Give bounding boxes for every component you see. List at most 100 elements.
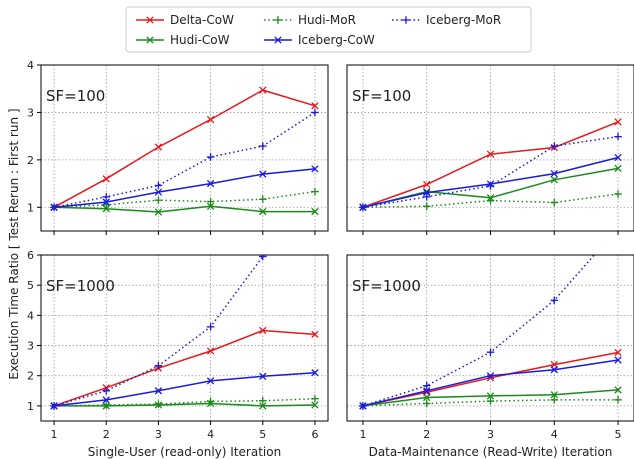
- data-point-hudi-mor: [422, 202, 431, 211]
- panel-label: SF=1000: [46, 277, 115, 295]
- legend-label: Iceberg-MoR: [426, 13, 501, 27]
- data-point-hudi-cow: [311, 401, 319, 409]
- data-point-iceberg-cow: [206, 179, 215, 188]
- panel-frame: [40, 254, 329, 422]
- series-line-iceberg-mor: [53, 255, 266, 407]
- series-line-hudi-cow: [53, 205, 315, 213]
- data-point-delta-cow: [259, 86, 267, 94]
- panel-label: SF=100: [352, 87, 411, 105]
- legend-marker: [402, 16, 410, 24]
- legend-marker: [146, 16, 154, 24]
- legend-marker: [274, 16, 282, 24]
- series-line-iceberg-mor: [53, 111, 316, 209]
- panel-4: 1 2 3 4 5 SF=1000 Data-Maintenance (Read-Write…: [346, 254, 634, 459]
- data-point-iceberg-cow: [550, 169, 558, 178]
- data-point-hudi-mor: [486, 397, 495, 405]
- data-point-iceberg-mor: [50, 203, 58, 212]
- panel-3: 1 2 3 4 5 6 1 2 3 4 5 6 SF=1000 Single-User (read-onl…: [27, 249, 329, 459]
- data-point-hudi-mor: [258, 396, 267, 405]
- legend-label: Hudi-CoW: [170, 33, 230, 47]
- x-tick-label: 1: [359, 428, 366, 441]
- data-point-iceberg-cow: [206, 377, 215, 385]
- panel-2: SF=100: [346, 64, 634, 235]
- data-point-iceberg-mor: [311, 108, 319, 117]
- data-point-iceberg-mor: [50, 402, 58, 410]
- series-line-iceberg-cow: [53, 168, 316, 209]
- data-point-delta-cow: [614, 348, 622, 357]
- x-axis-label: Single-User (read-only) Iteration: [88, 445, 281, 459]
- data-point-iceberg-cow: [614, 153, 622, 162]
- legend-item-delta-cow: Delta-CoW: [136, 13, 234, 27]
- data-point-hudi-cow: [259, 207, 267, 216]
- data-point-iceberg-mor: [486, 348, 495, 356]
- data-point-hudi-cow: [423, 393, 431, 402]
- series-line-hudi-mor: [53, 397, 316, 407]
- data-point-hudi-cow: [614, 164, 622, 173]
- y-tick-label: 2: [27, 154, 34, 167]
- data-point-delta-cow: [311, 102, 319, 110]
- data-point-iceberg-mor: [359, 402, 367, 410]
- legend-item-hudi-mor: Hudi-MoR: [264, 13, 356, 27]
- data-point-hudi-cow: [550, 176, 558, 184]
- series-line-delta-cow: [53, 89, 316, 208]
- legend-item-hudi-cow: Hudi-CoW: [136, 33, 230, 47]
- data-point-iceberg-cow: [154, 188, 163, 196]
- panel-frame: [346, 64, 634, 232]
- legend-label: Delta-CoW: [170, 13, 234, 27]
- data-point-hudi-mor: [614, 190, 622, 198]
- data-point-iceberg-mor: [102, 387, 111, 395]
- x-tick-label: 2: [103, 428, 110, 441]
- data-point-hudi-mor: [550, 396, 559, 404]
- data-point-delta-cow: [614, 118, 622, 126]
- data-point-iceberg-cow: [311, 165, 319, 173]
- x-tick-label: 6: [311, 428, 318, 441]
- x-tick-label: 3: [487, 428, 494, 441]
- panel-label: SF=100: [46, 87, 105, 105]
- data-point-iceberg-mor: [614, 132, 622, 141]
- data-point-iceberg-mor: [486, 182, 495, 190]
- series-line-iceberg-cow: [53, 371, 316, 407]
- legend-item-iceberg-mor: Iceberg-MoR: [392, 13, 501, 27]
- legend-marker: [274, 36, 282, 44]
- legend: Delta-CoW Hudi-CoW Hudi-MoR Iceberg-CoW Iceb…: [125, 6, 532, 53]
- panel-label: SF=1000: [352, 277, 421, 295]
- data-point-iceberg-mor: [258, 142, 267, 150]
- series-line-hudi-mor: [53, 190, 316, 209]
- data-point-hudi-cow: [550, 391, 558, 399]
- y-tick-label: 2: [27, 370, 34, 383]
- data-point-iceberg-mor: [102, 193, 111, 201]
- data-point-iceberg-mor: [258, 255, 267, 261]
- data-point-delta-cow: [311, 330, 319, 339]
- y-axis-label: Execution Time Ratio [ Test Rerun : Firs…: [7, 108, 21, 379]
- series-group: [359, 118, 622, 212]
- data-point-delta-cow: [102, 175, 110, 183]
- y-tick-label: 3: [27, 340, 34, 353]
- data-point-iceberg-cow: [154, 387, 163, 395]
- legend-frame: [125, 6, 532, 53]
- panel-1: 1 2 3 4 SF=100: [27, 59, 329, 235]
- data-point-iceberg-mor: [206, 153, 215, 161]
- y-tick-label: 4: [27, 59, 34, 72]
- legend-label: Iceberg-CoW: [298, 33, 375, 47]
- panel-frame: [346, 254, 634, 422]
- data-point-delta-cow: [259, 326, 267, 335]
- series-group: [50, 86, 319, 216]
- data-point-hudi-mor: [258, 195, 267, 204]
- data-point-iceberg-mor: [154, 181, 163, 190]
- data-point-hudi-cow: [614, 386, 622, 394]
- legend-marker: [146, 36, 154, 44]
- series-line-iceberg-mor: [362, 135, 619, 209]
- data-point-iceberg-cow: [550, 366, 558, 374]
- x-tick-label: 5: [259, 428, 266, 441]
- data-point-iceberg-cow: [423, 188, 431, 197]
- series-line-delta-cow: [53, 329, 316, 407]
- data-point-delta-cow: [154, 143, 163, 151]
- data-point-hudi-mor: [154, 400, 163, 408]
- data-point-delta-cow: [206, 115, 215, 124]
- y-tick-label: 4: [27, 309, 34, 322]
- data-point-iceberg-cow: [259, 372, 267, 380]
- data-point-hudi-mor: [311, 187, 319, 196]
- x-tick-label: 4: [551, 428, 558, 441]
- legend-label: Hudi-MoR: [298, 13, 356, 27]
